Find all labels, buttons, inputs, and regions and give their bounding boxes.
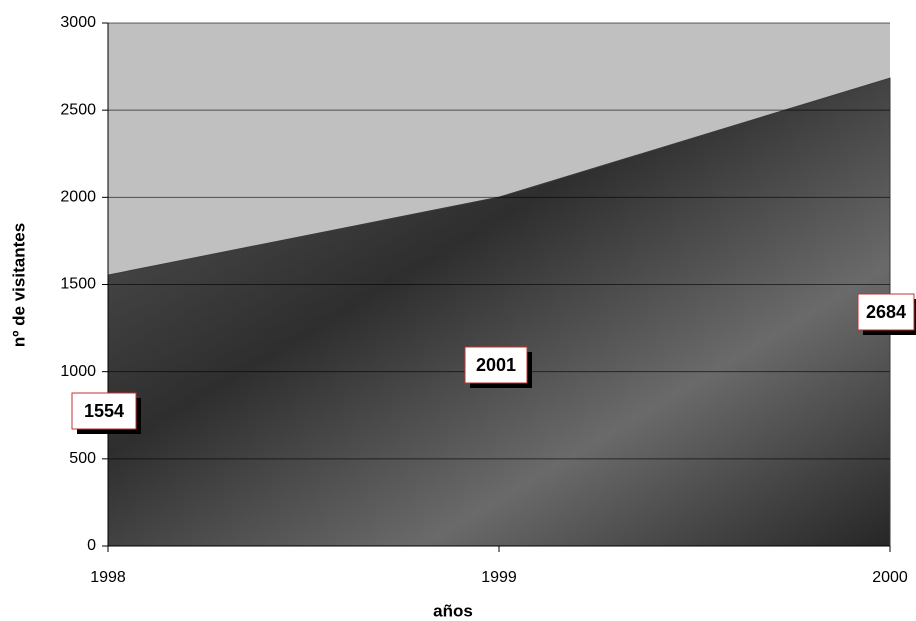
data-label: 1554 — [84, 401, 124, 421]
data-label: 2001 — [476, 355, 516, 375]
y-tick-label: 0 — [87, 537, 96, 554]
label-box — [71, 392, 137, 430]
y-tick-label: 2000 — [60, 189, 96, 206]
y-tick-label: 2500 — [60, 101, 96, 118]
y-tick-label: 1500 — [60, 276, 96, 293]
x-tick-label: 2000 — [872, 569, 908, 586]
x-tick-label: 1998 — [90, 569, 126, 586]
y-tick-label: 500 — [69, 450, 96, 467]
label-box — [464, 346, 528, 384]
label-box — [857, 293, 915, 331]
y-axis-title: nº de visitantes — [9, 223, 28, 347]
data-label: 2684 — [866, 302, 906, 322]
x-axis-title: años — [433, 601, 473, 620]
y-tick-label: 1000 — [60, 363, 96, 380]
x-tick-label: 1999 — [481, 569, 517, 586]
y-tick-label: 3000 — [60, 14, 96, 31]
